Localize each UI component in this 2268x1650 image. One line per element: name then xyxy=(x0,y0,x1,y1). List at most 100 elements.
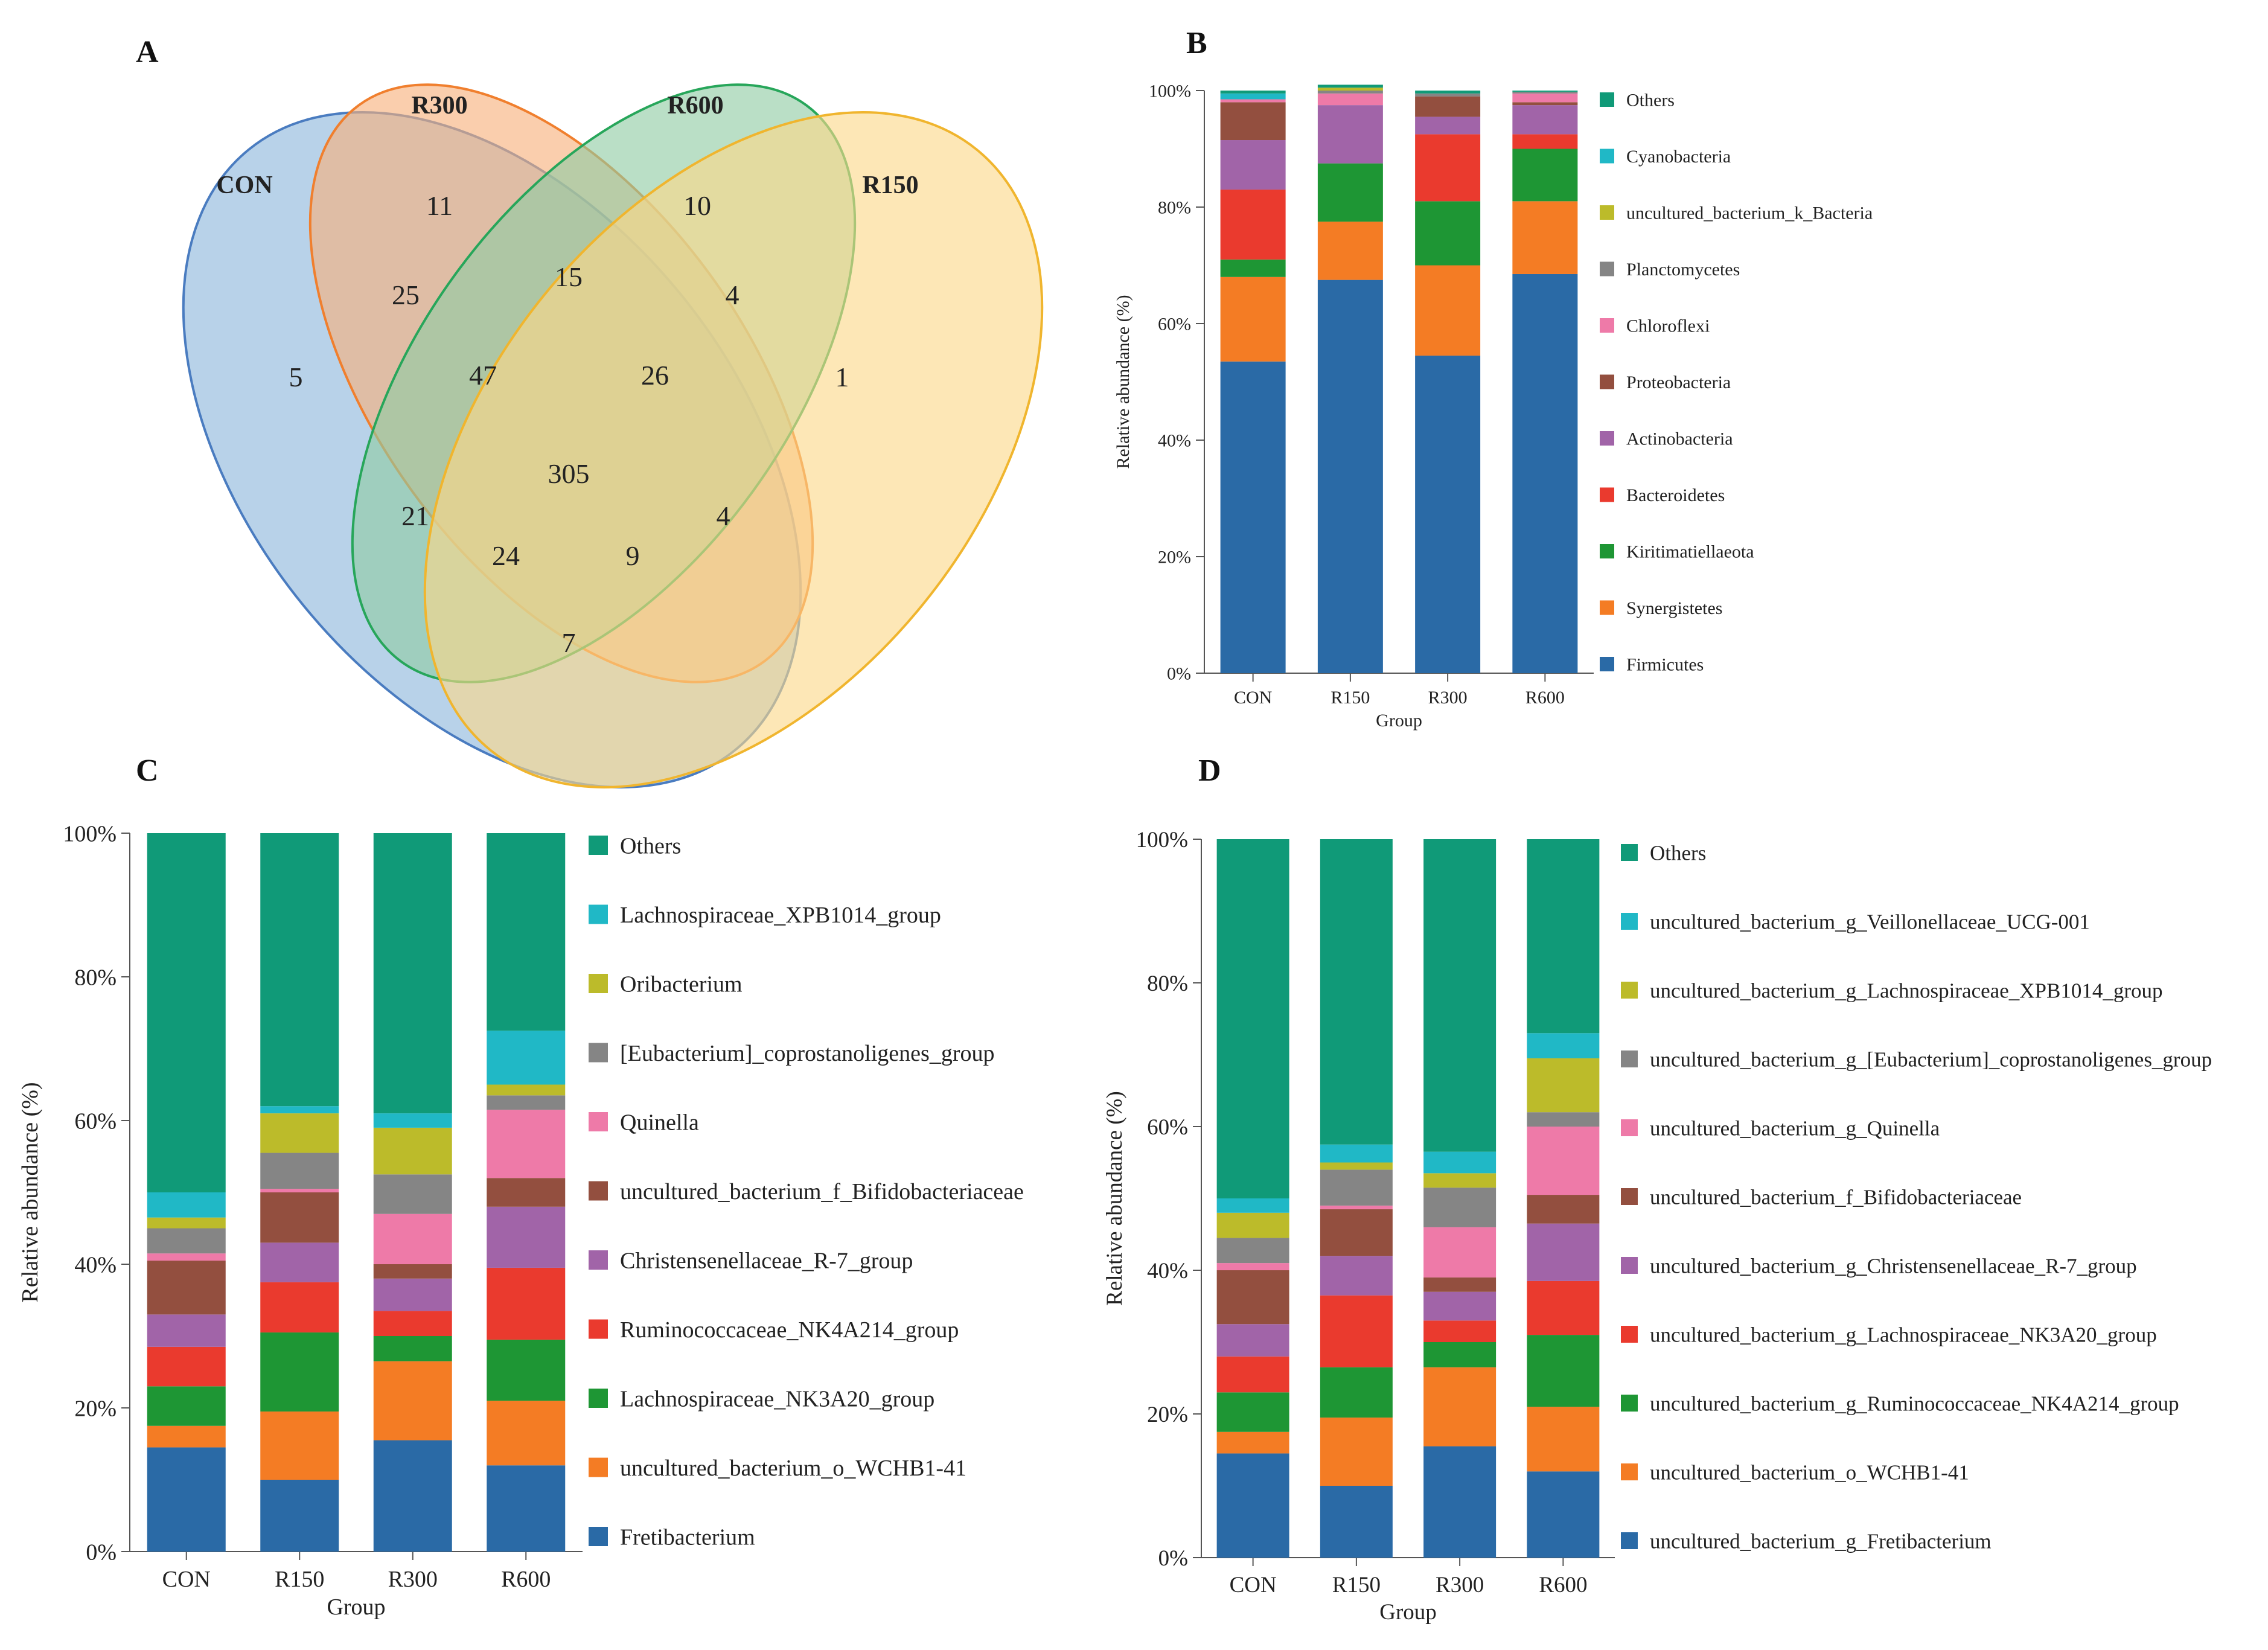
venn-label-r150: R150 xyxy=(862,171,918,199)
bar-segment-con-others xyxy=(1220,91,1286,94)
y-tick-label: 60% xyxy=(1158,315,1191,334)
bar-segment-r300-uncultured-bacterium-f-bifidobacteriaceae xyxy=(373,1264,452,1279)
bar-segment-r150-chloroflexi xyxy=(1317,93,1383,106)
x-tick-label: CON xyxy=(162,1567,211,1592)
legend-swatch-lachnospiraceae-nk3a20-group xyxy=(589,1389,608,1408)
venn-value-con-r150: 7 xyxy=(562,627,576,658)
panel-letter-b: B xyxy=(1186,26,1207,60)
panel-letter-d: D xyxy=(1198,753,1221,788)
x-tick-label: R300 xyxy=(388,1567,438,1592)
y-tick-label: 40% xyxy=(1147,1259,1188,1284)
y-tick-label: 40% xyxy=(74,1252,117,1277)
legend-label-uncultured-bacterium-g-lachnospiraceae-nk3a20-group: uncultured_bacterium_g_Lachnospiraceae_N… xyxy=(1650,1323,2157,1346)
legend-swatch-others xyxy=(589,836,608,855)
legend-label-ruminococcaceae-nk4a214-group: Ruminococcaceae_NK4A214_group xyxy=(620,1317,959,1343)
venn-value-con-r300-r600: 47 xyxy=(469,360,497,391)
bar-segment-con-uncultured-bacterium-g-veillonellaceae-ucg-001 xyxy=(1216,1198,1289,1213)
bar-segment-r150-synergistetes xyxy=(1317,222,1383,280)
bar-segment-r600-synergistetes xyxy=(1512,201,1578,274)
legend-swatch-uncultured-bacterium-g-christensenellaceae-r-7-group xyxy=(1621,1257,1638,1274)
bar-segment-r300-lachnospiraceae-nk3a20-group xyxy=(373,1336,452,1361)
bar-segment-r150-uncultured-bacterium-g-ruminococcaceae-nk4a214-group xyxy=(1320,1367,1393,1418)
bar-segment-r600-actinobacteria xyxy=(1512,105,1578,135)
bar-segment-con-actinobacteria xyxy=(1220,140,1286,190)
legend-swatch-kiritimatiellaeota xyxy=(1600,544,1614,558)
bar-segment-r300-uncultured-bacterium-g-lachnospiraceae-nk3a20-group xyxy=(1423,1320,1497,1342)
bar-segment-r600-planctomycetes xyxy=(1512,91,1578,94)
bar-segment-r600-uncultured-bacterium-g-ruminococcaceae-nk4a214-group xyxy=(1527,1335,1600,1407)
legend-label-oribacterium: Oribacterium xyxy=(620,971,743,997)
bar-segment-con-others xyxy=(1216,839,1289,1198)
bar-segment-con-fretibacterium xyxy=(147,1447,226,1552)
bar-segment-r300-kiritimatiellaeota xyxy=(1415,201,1481,266)
bar-segment-r600-others xyxy=(1512,91,1578,92)
bar-segment-r150-uncultured-bacterium-f-bifidobacteriaceae xyxy=(1320,1209,1393,1256)
bar-segment-con-kiritimatiellaeota xyxy=(1220,259,1286,277)
bar-segment-r150-uncultured-bacterium-f-bifidobacteriaceae xyxy=(260,1192,339,1243)
legend-swatch-uncultured-bacterium-k-bacteria xyxy=(1600,205,1614,220)
legend-swatch-christensenellaceae-r-7-group xyxy=(589,1250,608,1270)
bar-segment-r300-quinella xyxy=(373,1214,452,1264)
legend-swatch-ruminococcaceae-nk4a214-group xyxy=(589,1319,608,1339)
bar-segment-r300-fretibacterium xyxy=(373,1440,452,1552)
bar-segment-r300-actinobacteria xyxy=(1415,117,1481,135)
bar-segment-r150-quinella xyxy=(260,1189,339,1192)
x-tick-label: CON xyxy=(1234,688,1272,708)
bar-segment-r600-uncultured-bacterium-g-quinella xyxy=(1527,1127,1600,1195)
stacked-bar-chart-phylum: 0% 20% 40% 60% 80% 100% CON R150 R300 R600 Group Re… xyxy=(1113,82,1873,731)
venn-ellipse-r150 xyxy=(423,111,1044,788)
bar-segment-r600-proteobacteria xyxy=(1512,102,1578,106)
bar-segment-con-firmicutes xyxy=(1220,361,1286,673)
bar-segment-con-synergistetes xyxy=(1220,277,1286,362)
bar-segment-r300-oribacterium xyxy=(373,1127,452,1175)
y-tick-label: 60% xyxy=(74,1108,117,1134)
legend-swatch-actinobacteria xyxy=(1600,431,1614,446)
bar-segment-con-oribacterium xyxy=(147,1217,226,1229)
bar-segment-r150-others xyxy=(260,833,339,1107)
bar-segment-r600-quinella xyxy=(487,1110,566,1178)
bar-segment-r150-uncultured-bacterium-g-quinella xyxy=(1320,1205,1393,1209)
legend-label-uncultured-bacterium-f-bifidobacteriaceae: uncultured_bacterium_f_Bifidobacteriacea… xyxy=(1650,1185,2022,1209)
venn-value-con-only: 5 xyxy=(289,362,303,392)
y-axis-label: Relative abundance (%) xyxy=(18,1082,43,1302)
bar-segment-r300-uncultured-bacterium-g-veillonellaceae-ucg-001 xyxy=(1423,1151,1497,1174)
bar-segment-r600-bacteroidetes xyxy=(1512,134,1578,149)
y-tick-label: 80% xyxy=(74,965,117,990)
y-tick-label: 40% xyxy=(1158,431,1191,451)
legend-label-actinobacteria: Actinobacteria xyxy=(1626,429,1733,449)
bar-segment-r600-uncultured-bacterium-g-lachnospiraceae-nk3a20-group xyxy=(1527,1281,1600,1335)
legend-label-others: Others xyxy=(1626,91,1675,110)
bar-segment-r150-actinobacteria xyxy=(1317,105,1383,164)
bar-segment-r300-uncultured-bacterium-g-ruminococcaceae-nk4a214-group xyxy=(1423,1342,1497,1367)
y-tick-label: 100% xyxy=(1149,82,1191,101)
venn-value-con-r600: 21 xyxy=(401,500,429,531)
bar-segment-r150-uncultured-bacterium-g-veillonellaceae-ucg-001 xyxy=(1320,1144,1393,1163)
bar-segment-con-uncultured-bacterium-g-ruminococcaceae-nk4a214-group xyxy=(1216,1392,1289,1432)
legend-swatch-uncultured-bacterium-g-ruminococcaceae-nk4a214-group xyxy=(1621,1395,1638,1412)
y-axis-label: Relative abundance (%) xyxy=(1102,1091,1127,1305)
bar-segment-r300-ruminococcaceae-nk4a214-group xyxy=(373,1311,452,1336)
y-tick-label: 80% xyxy=(1147,971,1188,996)
bar-segment-con-uncultured-bacterium-g-lachnospiraceae-xpb1014-group xyxy=(1216,1212,1289,1238)
legend-label-others: Others xyxy=(620,833,681,859)
x-tick-label: R600 xyxy=(1539,1573,1587,1597)
legend-label-kiritimatiellaeota: Kiritimatiellaeota xyxy=(1626,542,1754,562)
legend-label-planctomycetes: Planctomycetes xyxy=(1626,260,1740,280)
venn-label-r600: R600 xyxy=(667,92,723,120)
bar-segment-con-eubacterium-coprostanoligenes-group xyxy=(147,1228,226,1254)
bar-segment-con-chloroflexi xyxy=(1220,99,1286,103)
legend-swatch-uncultured-bacterium-g-fretibacterium xyxy=(1621,1532,1638,1549)
bar-segment-r300-uncultured-bacterium-g-lachnospiraceae-xpb1014-group xyxy=(1423,1173,1497,1188)
venn-diagram: CON R300 R600 R150 5 11 10 1 25 15 4 47 … xyxy=(182,83,1044,788)
bar-segment-r600-uncultured-bacterium-f-bifidobacteriaceae xyxy=(1527,1195,1600,1224)
bar-segment-con-uncultured-bacterium-g-christensenellaceae-r-7-group xyxy=(1216,1324,1289,1357)
y-tick-label: 100% xyxy=(1136,828,1188,852)
legend-swatch-uncultured-bacterium-g-quinella xyxy=(1621,1119,1638,1136)
legend-swatch-uncultured-bacterium-g-lachnospiraceae-nk3a20-group xyxy=(1621,1326,1638,1343)
bar-segment-con-bacteroidetes xyxy=(1220,190,1286,260)
venn-label-r300: R300 xyxy=(411,92,467,120)
legend-label-firmicutes: Firmicutes xyxy=(1626,655,1704,675)
x-axis-label: Group xyxy=(1376,711,1422,731)
legend-swatch-proteobacteria xyxy=(1600,374,1614,389)
bar-segment-r600-ruminococcaceae-nk4a214-group xyxy=(487,1267,566,1340)
